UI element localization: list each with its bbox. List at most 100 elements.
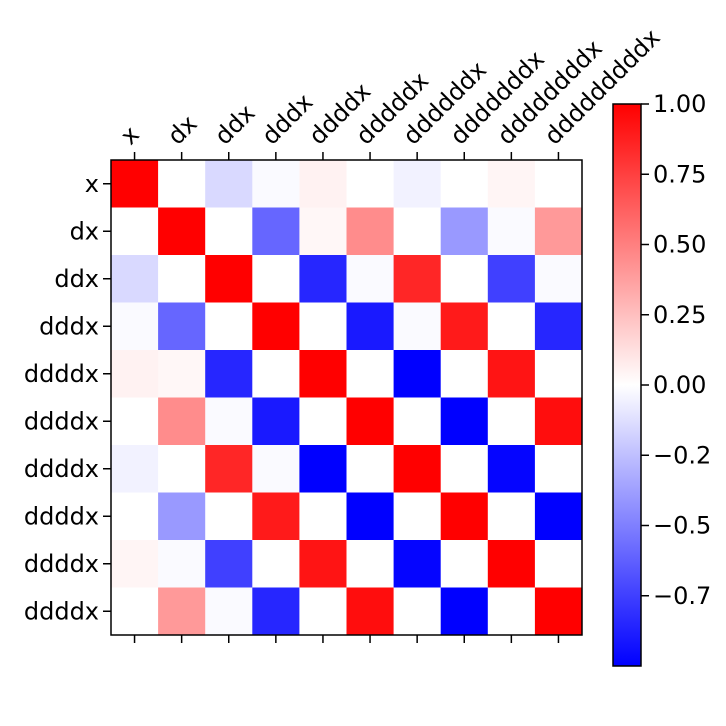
- heatmap-cell: [252, 540, 300, 588]
- heatmap-cell: [393, 540, 442, 588]
- heatmap-cell: [158, 492, 206, 541]
- y-tick-label: ddddx: [24, 455, 99, 483]
- heatmap-cell: [346, 492, 395, 541]
- colorbar-tick-label: −0.7: [653, 582, 711, 610]
- y-tick-label: ddddx: [24, 550, 99, 578]
- heatmap-cell: [440, 587, 489, 636]
- heatmap-cell: [205, 302, 253, 351]
- heatmap-cell: [252, 492, 300, 541]
- heatmap-cell: [440, 350, 489, 398]
- heatmap-cell: [205, 207, 253, 256]
- colorbar-ticks: 1.00 0.75 0.50 0.25 0.00 −0.2 −0.5 −0.7: [641, 90, 711, 610]
- heatmap-cell: [346, 445, 395, 493]
- colorbar-tick-label: −0.5: [653, 512, 711, 540]
- heatmap-cell: [534, 397, 583, 446]
- heatmap-cell: [487, 587, 536, 636]
- heatmap-cell: [487, 445, 536, 493]
- heatmap-cell: [111, 492, 159, 541]
- x-tick-label: ddx: [209, 99, 260, 150]
- y-axis-ticks: x dx ddx dddx ddddx ddddx ddddx ddddx ddddx ddddx: [24, 170, 111, 625]
- heatmap-cell: [205, 397, 253, 446]
- colorbar: 1.00 0.75 0.50 0.25 0.00 −0.2 −0.5 −0.7: [612, 90, 711, 667]
- x-tick-label: dddx: [256, 88, 318, 150]
- heatmap-cell: [534, 587, 583, 636]
- heatmap-cell: [111, 350, 159, 398]
- heatmap-cell: [346, 255, 395, 303]
- heatmap-cell: [393, 350, 442, 398]
- heatmap-cell: [534, 445, 583, 493]
- heatmap-cell: [252, 587, 300, 636]
- y-tick-label: ddx: [54, 265, 99, 293]
- colorbar-gradient: [612, 103, 642, 667]
- heatmap-cell: [487, 207, 536, 256]
- heatmap-cell: [299, 207, 347, 256]
- colorbar-tick-label: 0.75: [653, 160, 706, 188]
- heatmap-cell: [346, 587, 395, 636]
- heatmap-cell: [440, 160, 489, 208]
- heatmap-frame: [110, 159, 583, 636]
- colorbar-tick-label: 1.00: [653, 90, 706, 118]
- heatmap-cell: [158, 207, 206, 256]
- heatmap-cell: [252, 445, 300, 493]
- heatmap-cell: [111, 255, 159, 303]
- heatmap-cell: [534, 350, 583, 398]
- y-tick-label: ddddx: [24, 360, 99, 388]
- heatmap-cells: [111, 160, 583, 636]
- heatmap-cell: [205, 255, 253, 303]
- y-tick-label: dddx: [39, 312, 99, 340]
- heatmap-cell: [111, 207, 159, 256]
- x-tick-label: dx: [162, 110, 203, 151]
- heatmap-cell: [111, 397, 159, 446]
- heatmap-cell: [158, 540, 206, 588]
- heatmap-cell: [346, 397, 395, 446]
- heatmap-cell: [205, 540, 253, 588]
- heatmap-cell: [252, 397, 300, 446]
- heatmap-cell: [534, 160, 583, 208]
- heatmap-cell: [205, 587, 253, 636]
- heatmap-cell: [158, 445, 206, 493]
- heatmap-cell: [393, 207, 442, 256]
- heatmap-cell: [299, 540, 347, 588]
- heatmap-cell: [393, 255, 442, 303]
- y-tick-label: ddddx: [24, 502, 99, 530]
- heatmap-cell: [111, 587, 159, 636]
- heatmap-cell: [346, 350, 395, 398]
- y-tick-label: x: [85, 170, 99, 198]
- heatmap-cell: [158, 255, 206, 303]
- heatmap-cell: [158, 350, 206, 398]
- heatmap-cell: [158, 397, 206, 446]
- heatmap-cell: [440, 207, 489, 256]
- heatmap-cell: [158, 302, 206, 351]
- heatmap-cell: [111, 160, 159, 208]
- heatmap-cell: [111, 445, 159, 493]
- colorbar-tick-label: 0.00: [653, 371, 706, 399]
- heatmap-cell: [393, 397, 442, 446]
- heatmap-cell: [346, 540, 395, 588]
- heatmap-cell: [346, 302, 395, 351]
- heatmap-cell: [111, 540, 159, 588]
- heatmap-cell: [534, 207, 583, 256]
- heatmap-cell: [205, 350, 253, 398]
- heatmap-cell: [487, 160, 536, 208]
- heatmap-cell: [158, 587, 206, 636]
- heatmap-cell: [534, 302, 583, 351]
- heatmap-cell: [252, 302, 300, 351]
- heatmap-cell: [205, 492, 253, 541]
- heatmap-cell: [299, 587, 347, 636]
- heatmap-cell: [299, 397, 347, 446]
- heatmap-cell: [393, 302, 442, 351]
- x-tick-label: x: [115, 120, 145, 150]
- heatmap-cell: [393, 587, 442, 636]
- heatmap-cell: [205, 160, 253, 208]
- heatmap-cell: [440, 492, 489, 541]
- heatmap-cell: [299, 492, 347, 541]
- heatmap-cell: [111, 302, 159, 351]
- y-tick-label: ddddx: [24, 407, 99, 435]
- heatmap-cell: [299, 302, 347, 351]
- heatmap-cell: [299, 350, 347, 398]
- heatmap-cell: [534, 492, 583, 541]
- heatmap-cell: [534, 540, 583, 588]
- heatmap-cell: [487, 492, 536, 541]
- heatmap-cell: [252, 350, 300, 398]
